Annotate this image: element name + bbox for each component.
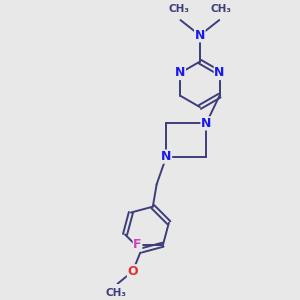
Text: O: O bbox=[128, 265, 138, 278]
Text: N: N bbox=[161, 150, 172, 163]
Text: CH₃: CH₃ bbox=[210, 4, 231, 14]
Text: N: N bbox=[175, 67, 185, 80]
Text: CH₃: CH₃ bbox=[106, 288, 127, 298]
Text: N: N bbox=[214, 67, 225, 80]
Text: N: N bbox=[201, 117, 211, 130]
Text: N: N bbox=[195, 29, 205, 42]
Text: F: F bbox=[133, 238, 142, 251]
Text: CH₃: CH₃ bbox=[169, 4, 190, 14]
